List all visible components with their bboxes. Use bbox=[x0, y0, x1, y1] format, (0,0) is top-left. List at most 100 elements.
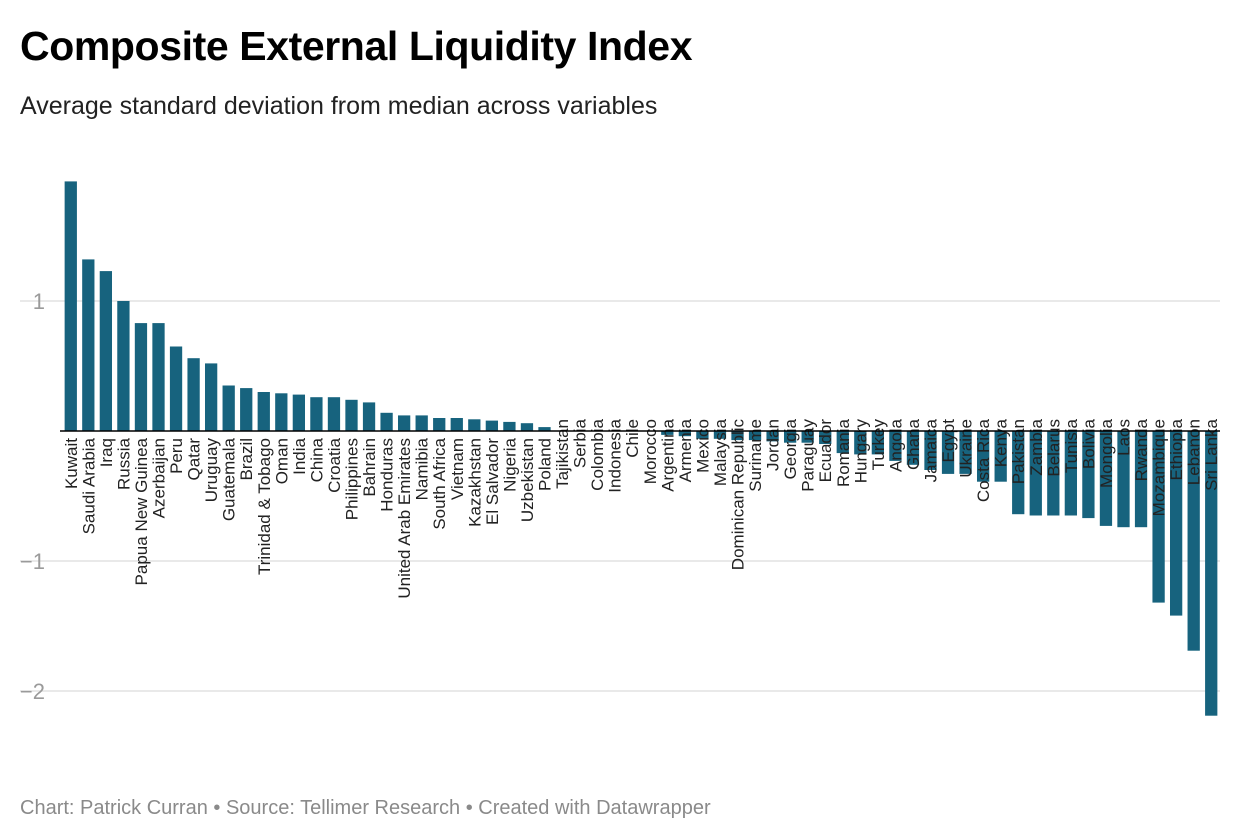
category-label: Georgia bbox=[781, 418, 800, 479]
bar bbox=[924, 431, 937, 470]
chart-title: Composite External Liquidity Index bbox=[20, 23, 693, 69]
gridlines bbox=[20, 300, 1220, 692]
category-label: Peru bbox=[167, 438, 186, 474]
category-label: Sri Lanka bbox=[1202, 418, 1221, 490]
category-label: Bahrain bbox=[360, 438, 379, 497]
category-label: Romania bbox=[834, 418, 853, 487]
category-label: Kazakhstan bbox=[465, 438, 484, 527]
bar bbox=[134, 323, 148, 431]
bar bbox=[766, 431, 779, 442]
bar bbox=[1029, 431, 1042, 516]
y-axis-ticks: 1 −1 −2 bbox=[20, 289, 45, 704]
category-label: Armenia bbox=[676, 418, 695, 482]
category-label: Trinidad & Tobago bbox=[255, 438, 274, 575]
bar bbox=[538, 427, 551, 431]
bar bbox=[889, 431, 902, 461]
bar bbox=[713, 431, 727, 439]
category-label: Mexico bbox=[693, 419, 712, 473]
bar bbox=[64, 181, 77, 431]
category-label: Saudi Arabia bbox=[79, 437, 98, 534]
footer-separator: • bbox=[207, 797, 226, 819]
bar bbox=[222, 385, 235, 431]
category-label: Vietnam bbox=[448, 438, 467, 500]
y-tick-label: −2 bbox=[20, 679, 45, 704]
chart-subtitle: Average standard deviation from median a… bbox=[20, 92, 658, 120]
bar bbox=[380, 412, 393, 431]
bar bbox=[82, 259, 95, 431]
category-label: Ecuador bbox=[816, 419, 835, 483]
bar bbox=[819, 431, 832, 444]
category-label: Zambia bbox=[1027, 418, 1046, 475]
category-label: Qatar bbox=[185, 438, 204, 481]
bar bbox=[187, 358, 200, 431]
category-label: Egypt bbox=[939, 419, 958, 463]
bar bbox=[661, 431, 674, 435]
bar bbox=[906, 431, 920, 465]
bar bbox=[204, 363, 218, 431]
bar bbox=[1099, 431, 1113, 526]
category-label: Brazil bbox=[237, 438, 256, 481]
bar bbox=[1152, 431, 1165, 603]
category-label: Rwanda bbox=[1132, 418, 1151, 481]
footer-separator: • bbox=[460, 797, 479, 819]
category-label: Pakistan bbox=[1009, 419, 1028, 484]
bar bbox=[433, 418, 446, 431]
bar bbox=[450, 418, 463, 431]
category-label: Jordan bbox=[764, 419, 783, 471]
bar bbox=[994, 431, 1007, 482]
category-label: Laos bbox=[1115, 419, 1134, 456]
category-label: Ukraine bbox=[957, 419, 976, 478]
bar bbox=[327, 397, 341, 431]
category-label: Turkey bbox=[869, 419, 888, 471]
bar bbox=[836, 431, 849, 454]
bar bbox=[678, 431, 692, 437]
category-label: Ghana bbox=[904, 418, 923, 470]
category-label: China bbox=[307, 437, 326, 482]
category-label: Lebanon bbox=[1185, 419, 1204, 485]
category-label: Costa Rica bbox=[974, 418, 993, 502]
bar bbox=[854, 431, 867, 455]
bar bbox=[117, 301, 130, 431]
bar bbox=[731, 431, 744, 441]
category-label: Angola bbox=[886, 418, 905, 471]
category-label: Suriname bbox=[746, 419, 765, 492]
chart-footer: Chart: Patrick Curran • Source: Tellimer… bbox=[20, 795, 711, 821]
y-tick-label: 1 bbox=[33, 289, 45, 314]
bar bbox=[397, 415, 411, 431]
category-label: Azerbaijan bbox=[150, 438, 169, 518]
bar bbox=[941, 431, 955, 474]
category-label: Belarus bbox=[1044, 419, 1063, 477]
category-label: Namibia bbox=[413, 437, 432, 500]
category-label: Morocco bbox=[641, 419, 660, 484]
bar bbox=[1134, 431, 1148, 528]
category-label: Russia bbox=[114, 437, 133, 490]
category-label: Mozambique bbox=[1150, 419, 1169, 516]
bar bbox=[362, 402, 376, 431]
category-label: Tunisia bbox=[1062, 418, 1081, 473]
category-label: Serbia bbox=[571, 418, 590, 468]
category-label: Indonesia bbox=[606, 418, 625, 492]
bar bbox=[1047, 431, 1060, 516]
category-label: Tajikistan bbox=[553, 419, 572, 489]
category-label: Nigeria bbox=[500, 437, 519, 491]
category-label: El Salvador bbox=[483, 438, 502, 525]
category-label: Croatia bbox=[325, 437, 344, 492]
bar bbox=[871, 431, 885, 455]
category-label: Colombia bbox=[588, 418, 607, 490]
bar bbox=[257, 392, 270, 431]
category-label: Honduras bbox=[378, 438, 397, 512]
bar bbox=[169, 346, 183, 431]
category-label: Bolivia bbox=[1079, 418, 1098, 469]
footer-tool: Created with Datawrapper bbox=[478, 797, 711, 819]
bar bbox=[292, 394, 306, 431]
category-label: Chile bbox=[623, 419, 642, 458]
category-label: Jamaica bbox=[922, 418, 941, 482]
category-label: Argentina bbox=[658, 418, 677, 491]
category-label: Dominican Republic bbox=[729, 419, 748, 571]
bar bbox=[310, 397, 323, 431]
bar bbox=[468, 419, 481, 431]
footer-credit: Chart: Patrick Curran bbox=[20, 797, 208, 819]
category-label: Paraguay bbox=[799, 419, 818, 492]
bar bbox=[783, 431, 797, 443]
